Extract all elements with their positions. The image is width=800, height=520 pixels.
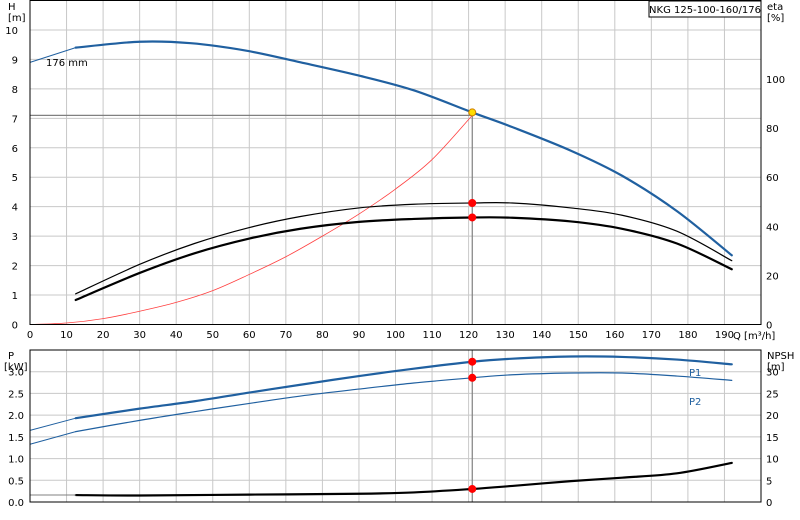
x-tick-label: 80 — [316, 330, 329, 341]
y-tick-label: 3 — [12, 232, 18, 243]
x-tick-label: 0 — [27, 330, 33, 341]
x-tick-label: 20 — [97, 330, 110, 341]
y2-axis-label-eta: eta — [767, 2, 783, 13]
y2-axis-label-npsh: NPSH — [767, 351, 794, 362]
y-tick-label: 0 — [12, 321, 18, 332]
x-tick-label: 10 — [60, 330, 73, 341]
top-panel-series — [29, 40, 733, 325]
y-tick-label: 6 — [12, 144, 18, 155]
series-line — [29, 431, 77, 445]
y-tick-label: 5 — [12, 173, 18, 184]
y2-axis-unit-eta: [%] — [767, 13, 784, 24]
x-tick-label: 120 — [459, 330, 478, 341]
y-tick-label: 1 — [12, 291, 18, 302]
title-box: NKG 125-100-160/176 — [648, 0, 762, 18]
y2-tick-label: 30 — [766, 368, 779, 379]
series-line — [29, 114, 473, 325]
x-tick-label: 40 — [170, 330, 183, 341]
y-axis-unit-p: [kW] — [4, 362, 28, 373]
x-tick-label: 30 — [133, 330, 146, 341]
x-tick-label: 190 — [715, 330, 734, 341]
series-line — [29, 47, 77, 63]
bottom-panel-series — [29, 350, 733, 502]
y2-tick-label: 10 — [766, 455, 779, 466]
curve-annotation: 176 mm — [46, 58, 88, 69]
x-tick-label: 130 — [496, 330, 515, 341]
chart-title: NKG 125-100-160/176 — [649, 5, 761, 16]
y-tick-label: 0.5 — [8, 476, 24, 487]
x-tick-label: 90 — [353, 330, 366, 341]
y-axis-label-p: P — [8, 351, 14, 362]
tick-labels: 0 10 20 30 40 50 60 70 80 90 100 110 120 130 140 150 160… — [5, 26, 785, 509]
series-line — [29, 417, 77, 431]
y2-tick-label: 0 — [766, 321, 772, 332]
bottom-panel-grid — [29, 350, 761, 503]
x-axis-label: Q [m³/h] — [733, 331, 775, 342]
y-tick-label: 8 — [12, 85, 18, 96]
y-tick-label: 7 — [12, 114, 18, 125]
series-label-p1: P1 — [689, 368, 701, 379]
y2-tick-label: 40 — [766, 222, 779, 233]
series-line-p2 — [75, 372, 733, 433]
y-tick-label: 9 — [12, 55, 18, 66]
duty-point-marker — [468, 373, 477, 382]
series-line-p1 — [74, 355, 733, 420]
y-tick-label: 10 — [5, 26, 18, 37]
series-line — [74, 40, 733, 257]
duty-point-marker — [468, 484, 477, 493]
y-axis-unit-h: [m] — [8, 13, 26, 24]
y2-tick-label: 15 — [766, 433, 779, 444]
series-line — [74, 461, 733, 497]
bottom-panel-frame — [29, 349, 762, 503]
y-tick-label: 2.0 — [8, 411, 24, 422]
y2-tick-label: 5 — [766, 476, 772, 487]
x-tick-label: 150 — [569, 330, 588, 341]
series-label-p2: P2 — [689, 397, 701, 408]
x-tick-label: 170 — [642, 330, 661, 341]
x-tick-label: 70 — [279, 330, 292, 341]
y2-axis-unit-npsh: [m] — [767, 362, 785, 373]
series-line — [75, 201, 733, 295]
x-tick-label: 100 — [386, 330, 405, 341]
y2-tick-label: 80 — [766, 124, 779, 135]
y2-tick-label: 0 — [766, 498, 772, 509]
x-tick-label: 50 — [206, 330, 219, 341]
y-tick-label: 3.0 — [8, 368, 24, 379]
duty-point-marker — [468, 357, 477, 366]
y-tick-label: 1.0 — [8, 455, 24, 466]
y2-tick-label: 20 — [766, 411, 779, 422]
y2-tick-label: 25 — [766, 389, 779, 400]
y-tick-label: 2 — [12, 262, 18, 273]
duty-point-marker — [468, 108, 477, 117]
y-tick-label: 2.5 — [8, 389, 24, 400]
y-tick-label: 0.0 — [8, 498, 24, 509]
y2-tick-label: 60 — [766, 173, 779, 184]
duty-point-marker — [468, 199, 477, 207]
top-panel-frame — [29, 0, 762, 325]
x-tick-label: 160 — [605, 330, 624, 341]
x-tick-label: 60 — [243, 330, 256, 341]
y2-tick-label: 20 — [766, 271, 779, 282]
y-axis-label-h: H — [8, 2, 16, 13]
duty-point-marker — [468, 213, 477, 222]
x-tick-label: 110 — [423, 330, 442, 341]
y2-tick-label: 100 — [766, 75, 785, 86]
y-tick-label: 1.5 — [8, 433, 24, 444]
x-tick-label: 140 — [532, 330, 551, 341]
series-line — [74, 216, 733, 302]
top-panel-grid — [29, 0, 761, 325]
y-tick-label: 4 — [12, 203, 18, 214]
x-tick-label: 180 — [678, 330, 697, 341]
